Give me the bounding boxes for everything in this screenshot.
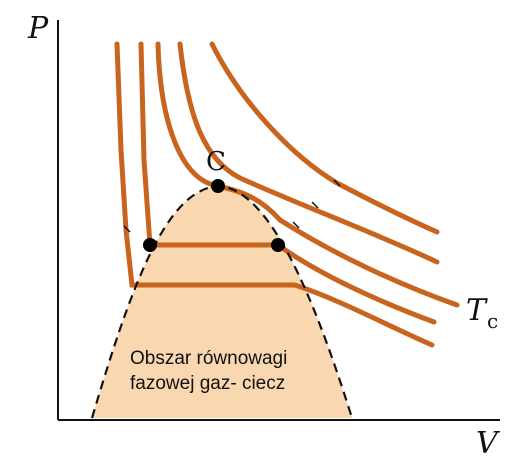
isotherm-5 [209, 41, 440, 235]
tick-mark [292, 221, 300, 229]
state-points [143, 179, 285, 252]
critical-isotherm-label: Tc [466, 293, 498, 333]
isotherm-4 [177, 41, 440, 265]
critical-isotherm-label-sub: c [487, 309, 498, 333]
critical-point-label: C [206, 147, 226, 177]
liquid-saturation-point [143, 238, 157, 252]
vapor-saturation-point [271, 238, 285, 252]
region-label-line1: Obszar równowagi [130, 348, 287, 369]
critical-point-dot [211, 179, 225, 193]
x-axis-label: V [476, 426, 501, 461]
isotherm-1 [114, 41, 435, 348]
isotherm-critical [155, 41, 460, 308]
isotherm-ticks [123, 179, 341, 233]
critical-isotherm-label-main: T [466, 293, 488, 328]
tick-mark [311, 201, 319, 209]
axes [57, 20, 500, 421]
tick-mark [333, 179, 341, 187]
tick-mark [123, 225, 131, 233]
region-label-line2: fazowej gaz- ciecz [130, 373, 285, 394]
y-axis-label: P [27, 11, 49, 46]
